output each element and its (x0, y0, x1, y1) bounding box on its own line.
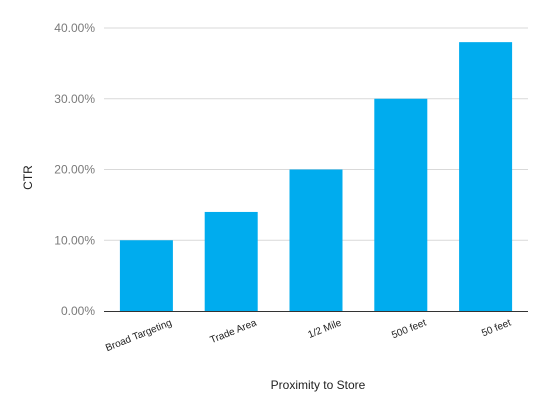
y-tick-label: 20.00% (54, 163, 95, 177)
y-tick-label: 0.00% (61, 304, 95, 318)
y-tick-label: 30.00% (54, 92, 95, 106)
bar-1-2-mile (289, 169, 343, 311)
x-axis-categories: Broad Targeting Trade Area 1/2 Mile 500 fee… (104, 317, 513, 354)
y-axis-title: CTR (21, 165, 35, 190)
x-tick-label: 1/2 Mile (307, 317, 344, 340)
x-tick-label: 500 feet (390, 318, 428, 342)
y-tick-label: 40.00% (54, 21, 95, 35)
x-tick-label: Trade Area (209, 317, 259, 346)
x-tick-label: 50 feet (480, 318, 513, 340)
bar-broad-targeting (119, 240, 173, 311)
y-tick-label: 10.00% (54, 233, 95, 247)
x-tick-label: Broad Targeting (104, 318, 173, 355)
bar-50-feet (459, 42, 513, 312)
bar-trade-area (204, 211, 258, 311)
x-axis-title: Proximity to Store (271, 378, 366, 392)
bars (119, 42, 513, 312)
bar-500-feet (374, 98, 428, 311)
y-axis-ticks: 0.00% 10.00% 20.00% 30.00% 40.00% (54, 21, 95, 318)
